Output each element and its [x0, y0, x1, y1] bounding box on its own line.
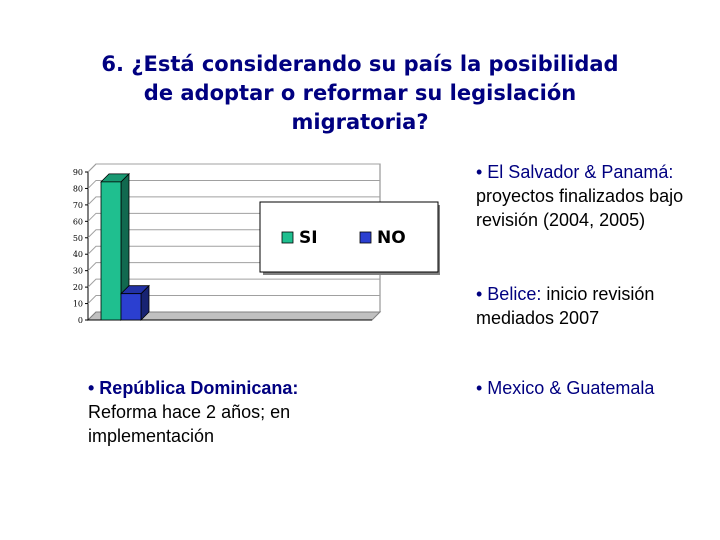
title-line-1: 6. ¿Está considerando su país la posibil… [101, 52, 619, 76]
slide-title: 6. ¿Está considerando su país la posibil… [40, 50, 680, 137]
y-tick-label: 20 [73, 283, 83, 292]
note-right1-text: proyectos finalizados bajo revisión (200… [476, 186, 684, 230]
legend-label-si: SI [299, 228, 318, 248]
note-right1-highlight: • El Salvador & Panamá: [476, 162, 674, 182]
y-tick-label: 10 [73, 300, 83, 309]
chart-bars [100, 172, 150, 321]
title-line-3: migratoria? [291, 110, 429, 134]
bar-front [120, 293, 142, 321]
y-tick-label: 60 [73, 217, 83, 226]
bar-no [120, 284, 150, 321]
note-left-text: Reforma hace 2 años; en implementación [88, 402, 291, 446]
y-tick-label: 80 [73, 184, 83, 193]
chart-y-ticks: 0 10 20 30 40 50 60 70 80 90 [73, 168, 88, 325]
y-tick-label: 70 [73, 201, 83, 210]
note-republica-dominicana: • República Dominicana: Reforma hace 2 a… [88, 376, 388, 448]
title-line-2: de adoptar o reformar su legislación [143, 81, 577, 105]
note-el-salvador-panama: • El Salvador & Panamá: proyectos finali… [476, 160, 706, 232]
gridline [87, 295, 380, 304]
y-tick-label: 30 [73, 267, 83, 276]
legend-swatch-no [359, 231, 372, 244]
y-tick-label: 50 [73, 234, 83, 243]
legend-swatch-si [281, 231, 294, 244]
note-right2-highlight: • Belice: [476, 284, 542, 304]
note-right3-highlight: • Mexico & Guatemala [476, 378, 655, 398]
note-right2-text: inicio revisión mediados 2007 [476, 284, 655, 328]
chart-svg: 0 10 20 30 40 50 60 70 80 90 SI NO [73, 163, 441, 325]
y-tick-label: 90 [73, 168, 83, 177]
bar-si [100, 172, 130, 321]
gridline [87, 179, 380, 189]
bar-chart: 0 10 20 30 40 50 60 70 80 90 SI NO [60, 160, 441, 337]
note-mexico-guatemala: • Mexico & Guatemala [476, 376, 706, 400]
gridline [87, 278, 380, 288]
gridline [87, 196, 380, 206]
note-left-highlight: • República Dominicana: [88, 378, 299, 398]
bar-front [100, 181, 122, 321]
chart-legend: SI NO [259, 201, 441, 275]
y-tick-label: 40 [73, 250, 83, 259]
legend-label-no: NO [377, 228, 406, 248]
gridline [87, 163, 380, 173]
y-tick-label: 0 [78, 316, 83, 325]
note-belice: • Belice: inicio revisión mediados 2007 [476, 282, 706, 330]
